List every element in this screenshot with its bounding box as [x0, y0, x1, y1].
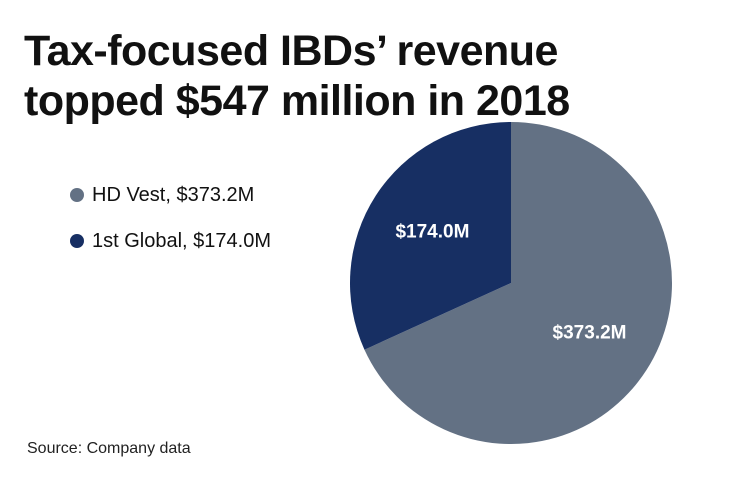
source-note: Source: Company data [27, 440, 191, 457]
chart-title: Tax-focused IBDs’ revenue topped $547 mi… [24, 26, 724, 126]
chart-title-line-1: Tax-focused IBDs’ revenue [24, 27, 558, 75]
pie-slice-hd-vest [364, 122, 672, 444]
pie-label-hd-vest: $373.2M [553, 323, 627, 344]
legend-item-1st-global: 1st Global, $174.0M [70, 226, 271, 256]
chart-title-line-2: topped $547 million in 2018 [24, 77, 570, 125]
legend-item-hd-vest: HD Vest, $373.2M [70, 180, 271, 210]
legend-swatch-1st-global [70, 234, 84, 248]
pie-label-1st-global: $174.0M [395, 221, 469, 242]
legend-label-1st-global: 1st Global, $174.0M [92, 229, 271, 252]
legend-label-hd-vest: HD Vest, $373.2M [92, 183, 255, 206]
legend-swatch-hd-vest [70, 188, 84, 202]
pie-chart: $373.2M $174.0M [350, 122, 672, 444]
pie-slice-1st-global [350, 122, 511, 350]
legend: HD Vest, $373.2M 1st Global, $174.0M [70, 180, 271, 272]
